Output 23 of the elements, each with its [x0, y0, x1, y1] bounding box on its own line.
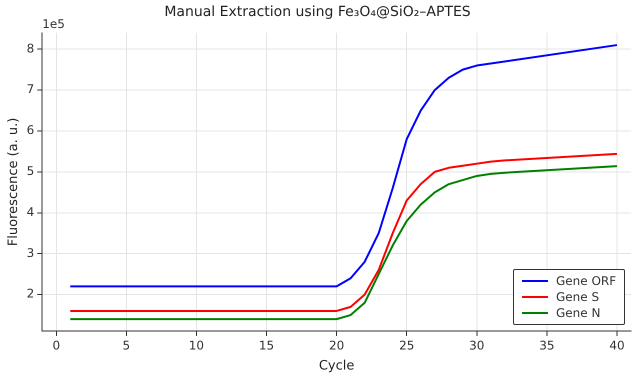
legend-label: Gene N — [556, 306, 600, 320]
y-axis-title: Fluorescence (a. u.) — [6, 118, 22, 246]
x-tick-label: 35 — [539, 338, 555, 352]
x-axis-title: Cycle — [318, 358, 354, 374]
y-tick-label: 6 — [26, 123, 34, 138]
x-tick-label: 15 — [258, 338, 274, 352]
chart-title: Manual Extraction using Fe₃O₄@SiO₂–APTES — [164, 4, 471, 20]
x-tick-label: 10 — [188, 338, 204, 352]
y-tick-label: 2 — [26, 286, 34, 301]
y-tick-label: 5 — [26, 164, 34, 178]
x-tick-label: 5 — [122, 338, 130, 352]
x-tick-label: 0 — [52, 338, 60, 352]
x-tick-label: 25 — [399, 338, 414, 352]
y-tick-label: 3 — [26, 246, 34, 260]
x-tick-label: 20 — [328, 338, 344, 352]
y-tick-label: 8 — [26, 41, 34, 56]
text: 1e5 — [42, 16, 65, 31]
x-tick-label: 30 — [469, 338, 484, 352]
y-tick-label: 4 — [26, 204, 34, 219]
legend-label: Gene S — [556, 290, 600, 304]
x-tick-label: 40 — [609, 338, 625, 352]
legend-label: Gene ORF — [556, 274, 616, 288]
y-tick-label: 7 — [26, 82, 34, 96]
